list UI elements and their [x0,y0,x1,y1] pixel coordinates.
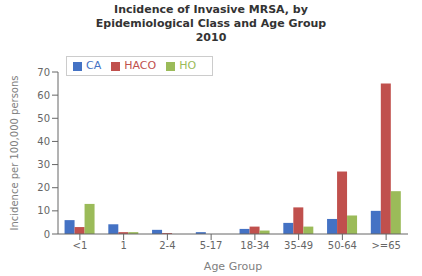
svg-text:<1: <1 [73,240,88,251]
svg-text:20: 20 [37,182,50,193]
html-text:HACO: HACO [124,59,157,72]
svg-text:70: 70 [37,67,50,78]
svg-text:30: 30 [37,159,50,170]
svg-text:Incidence per 100,000 persons: Incidence per 100,000 persons [9,75,20,230]
html-text:Incidence of Invasive MRSA, by: Incidence of Invasive MRSA, by Epidemiol… [95,3,327,44]
svg-text:40: 40 [37,136,50,147]
html-text:CA: CA [86,59,102,72]
svg-text:>=65: >=65 [371,240,400,251]
svg-text:50-64: 50-64 [328,240,357,251]
html-text:HO: HO [179,59,197,72]
svg-text:1: 1 [120,240,126,251]
svg-text:35-49: 35-49 [284,240,313,251]
svg-text:60: 60 [37,90,50,101]
svg-text:18-34: 18-34 [240,240,269,251]
svg-text:10: 10 [37,205,50,216]
svg-text:Age Group: Age Group [204,260,262,273]
svg-text:50: 50 [37,113,50,124]
svg-text:2-4: 2-4 [159,240,175,251]
svg-text:5-17: 5-17 [200,240,223,251]
svg-text:0: 0 [44,229,50,240]
